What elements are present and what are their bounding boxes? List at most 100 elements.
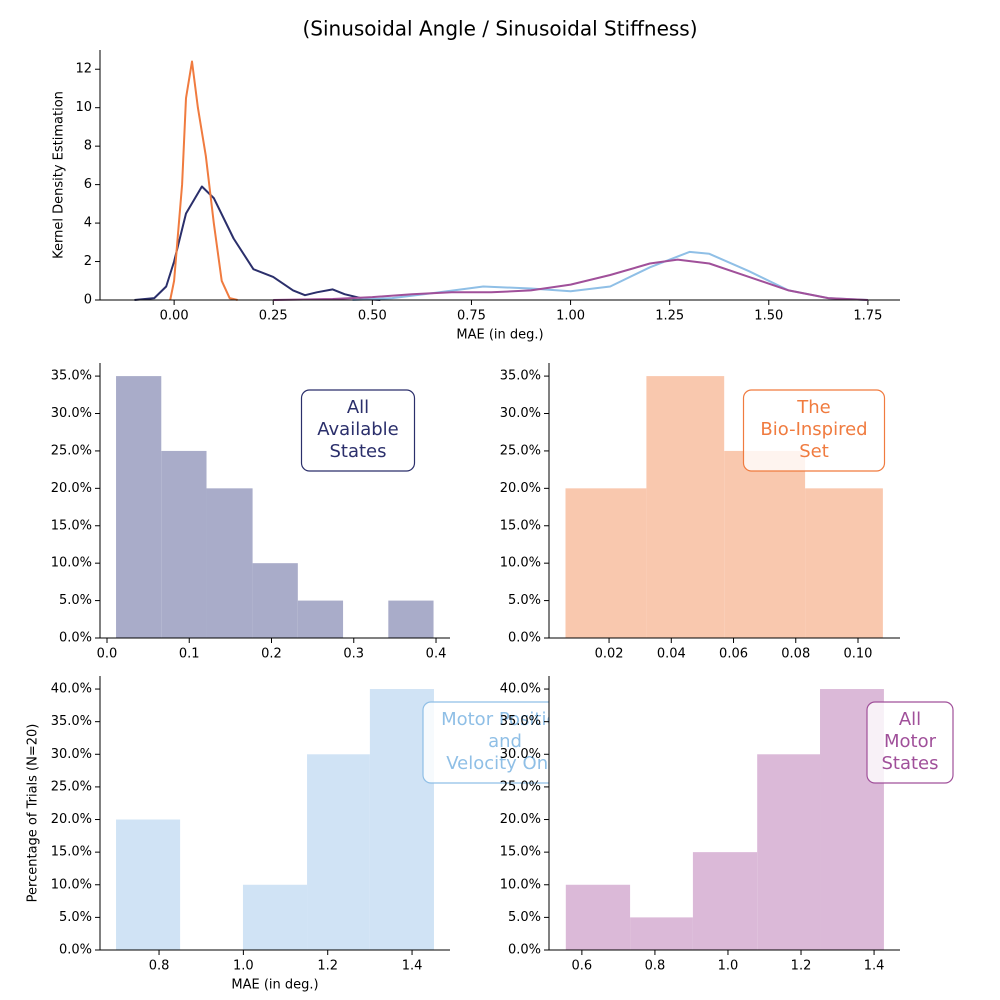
y-tick-label: 30.0% — [500, 747, 541, 762]
y-tick-label: 15.0% — [500, 518, 541, 533]
y-tick-label: 20.0% — [500, 812, 541, 827]
x-tick-label: 1.2 — [317, 959, 338, 974]
y-tick-label: 0.0% — [59, 943, 92, 958]
x-tick-label: 0.08 — [781, 647, 810, 662]
y-tick-label: 0 — [84, 293, 92, 308]
y-tick-label: 8 — [84, 139, 92, 154]
annotation-text: Velocity Only — [446, 753, 564, 774]
x-tick-label: 0.75 — [457, 309, 486, 324]
x-tick-label: 1.0 — [233, 959, 254, 974]
y-tick-label: 5.0% — [508, 910, 541, 925]
x-tick-label: 1.75 — [853, 309, 882, 324]
y-tick-label: 10.0% — [51, 877, 92, 892]
y-tick-label: 25.0% — [500, 443, 541, 458]
annotation-box — [742, 389, 886, 472]
x-tick-label: 0.00 — [160, 309, 189, 324]
histogram-bar — [388, 600, 434, 638]
y-tick-label: 15.0% — [500, 845, 541, 860]
y-tick-label: 0.0% — [508, 943, 541, 958]
annotation-box — [422, 701, 549, 784]
y-tick-label: 2 — [84, 254, 92, 269]
x-tick-label: 0.3 — [343, 647, 364, 662]
annotation-text: Available — [317, 419, 398, 440]
histogram-bar — [297, 600, 344, 638]
y-tick-label: 0.0% — [508, 631, 541, 646]
y-tick-label: 15.0% — [51, 845, 92, 860]
y-tick-label: 25.0% — [500, 779, 541, 794]
kde-line — [169, 60, 238, 301]
x-tick-label: 0.10 — [844, 647, 873, 662]
x-tick-label: 1.50 — [754, 309, 783, 324]
y-tick-label: 4 — [84, 216, 92, 231]
histogram-bar — [161, 450, 207, 638]
x-tick-label: 0.1 — [179, 647, 200, 662]
x-tick-label: 0.4 — [426, 647, 447, 662]
x-tick-label: 0.8 — [645, 959, 666, 974]
x-tick-label: 1.4 — [864, 959, 885, 974]
x-tick-label: 1.25 — [655, 309, 684, 324]
y-tick-label: 5.0% — [59, 910, 92, 925]
y-tick-label: 40.0% — [500, 682, 541, 697]
y-tick-label: 35.0% — [500, 369, 541, 384]
x-tick-label: 0.0 — [97, 647, 118, 662]
y-tick-label: 35.0% — [51, 369, 92, 384]
annotation-text: States — [329, 441, 386, 462]
y-tick-label: 5.0% — [508, 593, 541, 608]
histogram-bar — [805, 488, 883, 638]
annotation-text: and — [488, 731, 522, 752]
y-tick-label: 30.0% — [500, 406, 541, 421]
annotation-text: Set — [799, 441, 829, 462]
y-tick-label: 15.0% — [51, 518, 92, 533]
y-tick-label: 10.0% — [500, 556, 541, 571]
x-tick-label: 1.00 — [556, 309, 585, 324]
histogram-bar — [116, 819, 181, 950]
x-tick-label: 0.50 — [358, 309, 387, 324]
y-tick-label: 10.0% — [51, 556, 92, 571]
y-tick-label: 10.0% — [500, 877, 541, 892]
annotation-text: Bio-Inspired — [760, 419, 867, 440]
y-axis-label: Percentage of Trials (N=20) — [26, 724, 41, 903]
annotation-box — [300, 389, 416, 472]
annotation-text: Motor — [884, 731, 937, 752]
y-tick-label: 30.0% — [51, 406, 92, 421]
histogram-bar — [692, 852, 758, 950]
histogram-bar — [116, 376, 162, 638]
annotation-text: All — [347, 397, 369, 418]
histogram-bar — [307, 754, 370, 950]
y-tick-label: 6 — [84, 177, 92, 192]
y-axis-label: Kernel Density Estimation — [52, 91, 67, 259]
y-tick-label: 35.0% — [500, 714, 541, 729]
y-tick-label: 5.0% — [59, 593, 92, 608]
y-tick-label: 20.0% — [51, 812, 92, 827]
y-tick-label: 25.0% — [51, 779, 92, 794]
annotation-text: Motor Position — [441, 709, 569, 730]
x-tick-label: 0.02 — [595, 647, 624, 662]
histogram-bar — [630, 917, 693, 950]
y-tick-label: 25.0% — [51, 443, 92, 458]
histogram-bar — [724, 450, 806, 638]
x-tick-label: 0.6 — [572, 959, 593, 974]
histogram-bar — [757, 754, 821, 950]
kde-line — [134, 185, 381, 301]
y-tick-label: 12 — [75, 62, 92, 77]
x-tick-label: 1.4 — [402, 959, 423, 974]
x-tick-label: 0.8 — [149, 959, 170, 974]
x-axis-label: MAE (in deg.) — [231, 978, 318, 993]
x-tick-label: 1.2 — [791, 959, 812, 974]
kde-line — [273, 258, 868, 301]
annotation-text: States — [881, 753, 938, 774]
annotation-text: All — [899, 709, 921, 730]
x-tick-label: 0.25 — [259, 309, 288, 324]
x-tick-label: 0.04 — [657, 647, 686, 662]
histogram-bar — [646, 376, 725, 638]
y-tick-label: 30.0% — [51, 747, 92, 762]
x-tick-label: 0.06 — [719, 647, 748, 662]
y-tick-label: 20.0% — [51, 481, 92, 496]
annotation-text: The — [796, 397, 830, 418]
histogram-bar — [565, 488, 647, 638]
histogram-bar — [242, 884, 308, 950]
